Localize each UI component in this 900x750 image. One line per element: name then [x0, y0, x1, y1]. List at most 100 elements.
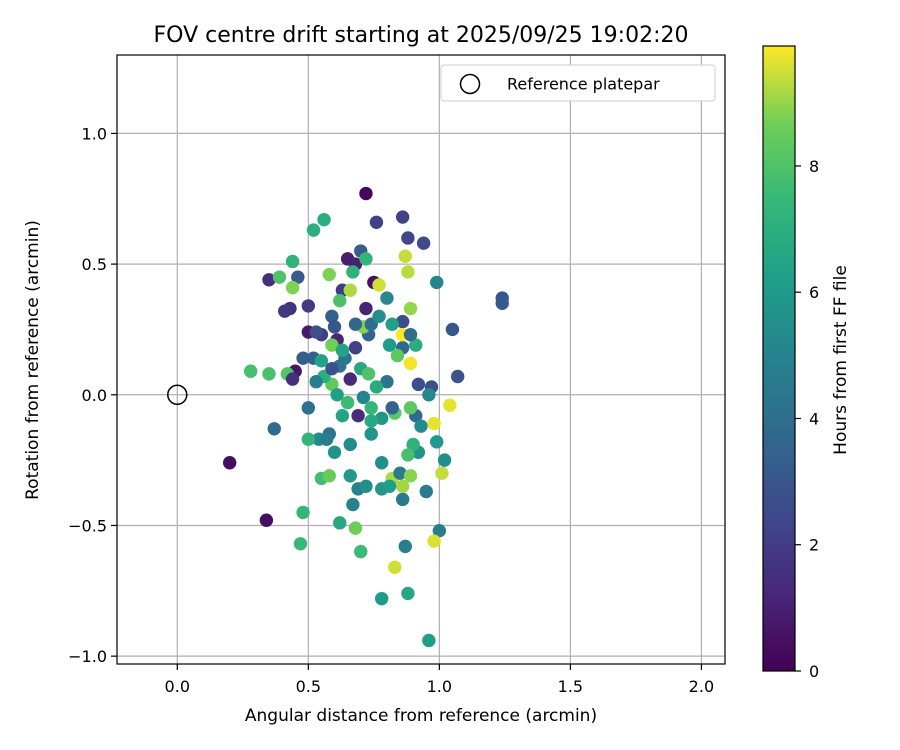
data-point-76	[272, 270, 287, 284]
data-point-31	[325, 309, 339, 324]
data-point-64	[369, 380, 384, 394]
data-point-138	[325, 361, 339, 376]
data-point-66	[306, 223, 321, 237]
legend-marker-icon	[459, 73, 481, 95]
y-tick-label-0: −1.0	[68, 647, 107, 666]
data-point-91	[388, 560, 402, 574]
data-point-52	[374, 456, 389, 470]
data-point-97	[327, 320, 342, 334]
data-point-94	[403, 356, 418, 371]
data-point-48	[422, 388, 436, 402]
data-point-84	[285, 280, 300, 295]
data-point-115	[403, 469, 418, 483]
data-point-117	[327, 445, 342, 459]
data-point-69	[301, 432, 316, 446]
data-point-47	[430, 275, 444, 290]
data-point-111	[385, 401, 399, 415]
data-point-25	[450, 369, 465, 384]
data-point-129	[409, 338, 423, 352]
chart-title: FOV centre drift starting at 2025/09/25 …	[154, 23, 689, 48]
data-point-98	[372, 309, 386, 324]
data-point-37	[301, 401, 316, 415]
data-point-121	[285, 372, 300, 386]
data-point-119	[309, 325, 323, 339]
data-point-125	[359, 252, 373, 266]
data-point-28	[495, 296, 509, 311]
data-point-21	[416, 236, 431, 250]
data-point-108	[356, 390, 371, 405]
data-point-127	[380, 291, 394, 305]
colorbar-tick-label-0: 0	[809, 662, 819, 681]
data-point-70	[296, 505, 310, 520]
data-point-59	[385, 317, 399, 331]
data-point-139	[335, 343, 350, 358]
data-point-102	[361, 367, 376, 381]
data-point-15	[301, 299, 316, 313]
data-point-126	[372, 278, 386, 292]
y-tick-label-4: 1.0	[82, 124, 107, 143]
data-point-89	[401, 265, 415, 279]
y-tick-label-3: 0.5	[82, 255, 107, 274]
data-point-61	[335, 408, 350, 423]
data-point-23	[411, 377, 426, 392]
data-point-81	[322, 469, 336, 483]
data-point-60	[314, 354, 329, 368]
data-point-65	[317, 212, 331, 227]
data-point-93	[443, 398, 457, 412]
data-point-128	[390, 348, 405, 363]
data-point-87	[395, 479, 410, 493]
data-point-133	[437, 453, 452, 467]
plot-frame	[116, 54, 726, 665]
data-point-40	[380, 375, 394, 389]
data-point-113	[401, 448, 415, 462]
data-point-12	[262, 273, 276, 287]
data-point-118	[319, 432, 334, 446]
data-point-120	[296, 351, 310, 365]
data-point-124	[343, 283, 357, 297]
colorbar-tick-label-1: 2	[809, 536, 819, 555]
data-point-29	[291, 270, 305, 284]
data-point-109	[374, 411, 389, 426]
data-point-134	[427, 416, 441, 431]
data-point-26	[445, 322, 460, 337]
reference-platepar-marker	[167, 384, 188, 406]
legend: Reference platepar	[440, 64, 716, 102]
data-point-58	[422, 633, 436, 648]
data-point-110	[364, 414, 378, 428]
data-point-72	[354, 544, 368, 559]
data-point-14	[278, 304, 292, 318]
data-point-105	[309, 375, 323, 389]
data-point-79	[403, 401, 418, 415]
colorbar-ticks: 0 2 4 6 8	[795, 157, 819, 681]
y-tick-label-1: −0.5	[68, 516, 107, 535]
data-point-1	[222, 456, 237, 470]
data-point-20	[401, 231, 415, 245]
x-tick-label-4: 2.0	[689, 677, 714, 696]
x-axis-label: Angular distance from reference (arcmin)	[245, 706, 597, 726]
data-point-41	[395, 492, 410, 507]
data-point-56	[430, 435, 444, 449]
data-point-122	[322, 267, 336, 282]
data-point-90	[398, 249, 412, 263]
colorbar-tick-label-2: 4	[809, 409, 819, 428]
data-point-71	[293, 537, 308, 551]
data-point-22	[395, 314, 410, 329]
data-point-46	[346, 497, 360, 512]
data-point-2	[259, 513, 274, 527]
data-point-54	[364, 427, 378, 441]
data-point-8	[359, 301, 373, 316]
legend-box	[440, 64, 716, 102]
data-point-36	[267, 422, 281, 436]
data-point-86	[403, 301, 418, 316]
y-tick-label-2: 0.0	[82, 386, 107, 405]
data-point-0	[359, 186, 373, 201]
data-point-130	[403, 327, 418, 342]
colorbar-gradient	[762, 45, 796, 672]
data-point-50	[343, 437, 357, 452]
y-axis-label: Rotation from reference (arcmin)	[23, 220, 43, 500]
data-point-18	[369, 215, 384, 229]
data-point-107	[340, 395, 355, 410]
data-point-136	[364, 401, 378, 415]
data-point-100	[348, 341, 363, 355]
